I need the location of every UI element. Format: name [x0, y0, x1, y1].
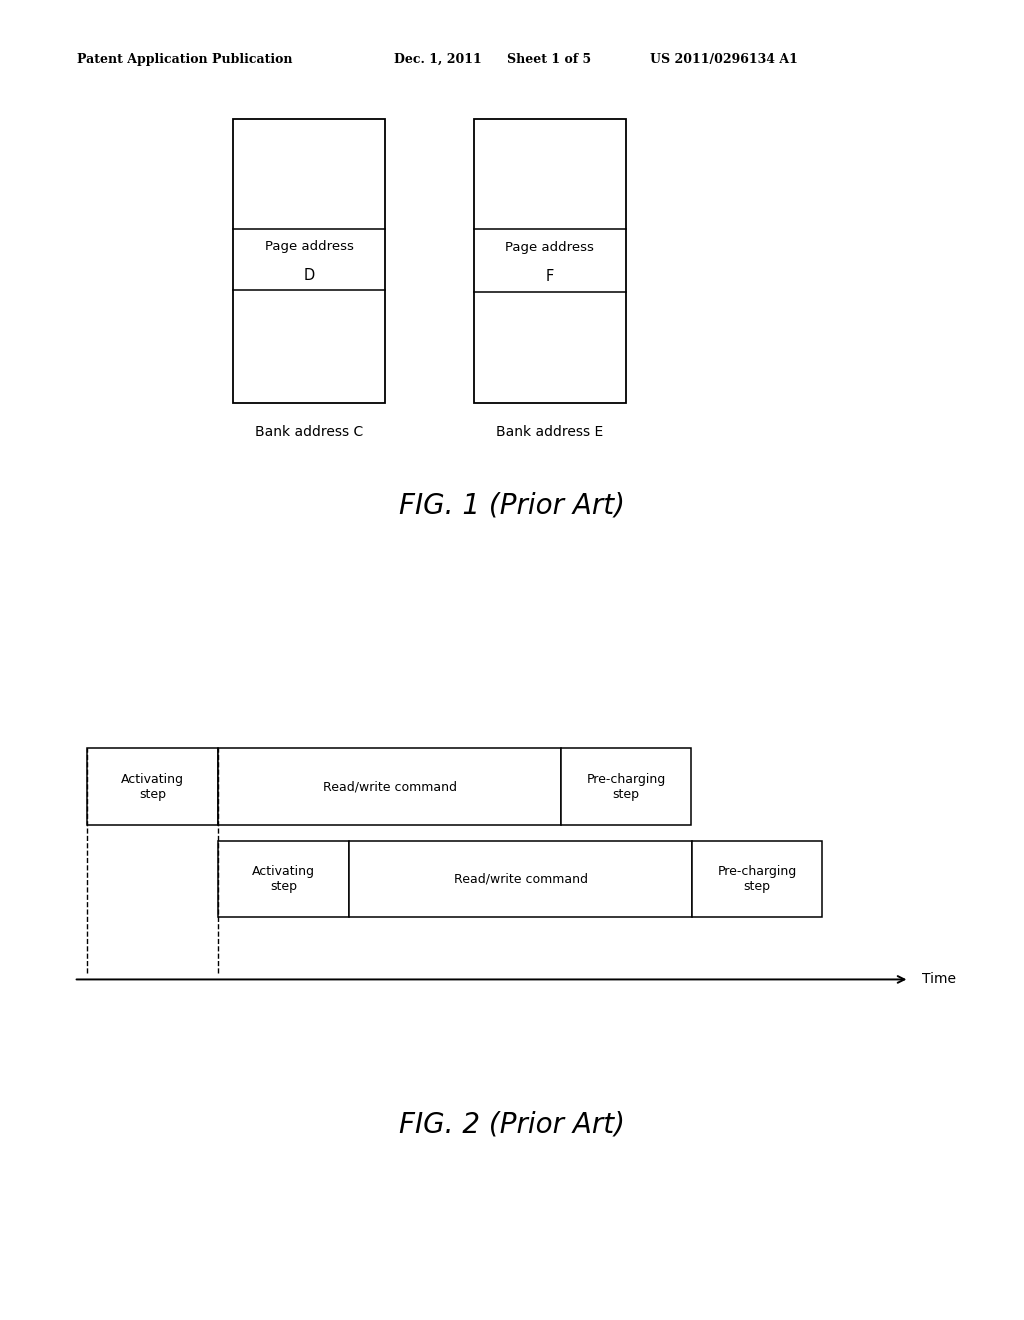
- Bar: [218, 841, 349, 917]
- Text: D: D: [304, 268, 314, 284]
- Text: Pre-charging
step: Pre-charging step: [587, 772, 666, 801]
- Text: Read/write command: Read/write command: [454, 873, 588, 886]
- Text: Pre-charging
step: Pre-charging step: [718, 865, 797, 894]
- Text: US 2011/0296134 A1: US 2011/0296134 A1: [650, 53, 798, 66]
- Bar: [233, 119, 385, 403]
- Text: Activating
step: Activating step: [252, 865, 315, 894]
- Text: Time: Time: [922, 973, 955, 986]
- Text: F: F: [546, 269, 554, 284]
- Bar: [474, 119, 626, 403]
- Text: Page address: Page address: [265, 240, 353, 253]
- Bar: [561, 748, 691, 825]
- Text: Sheet 1 of 5: Sheet 1 of 5: [507, 53, 591, 66]
- Text: Read/write command: Read/write command: [323, 780, 457, 793]
- Text: Patent Application Publication: Patent Application Publication: [77, 53, 292, 66]
- Text: Activating
step: Activating step: [121, 772, 184, 801]
- Text: Bank address C: Bank address C: [255, 425, 364, 438]
- Bar: [87, 748, 218, 825]
- Text: FIG. 1 (Prior Art): FIG. 1 (Prior Art): [399, 491, 625, 520]
- Bar: [692, 841, 822, 917]
- Bar: [218, 748, 561, 825]
- Text: Page address: Page address: [506, 242, 594, 253]
- Text: Bank address E: Bank address E: [497, 425, 603, 438]
- Bar: [349, 841, 692, 917]
- Text: FIG. 2 (Prior Art): FIG. 2 (Prior Art): [399, 1110, 625, 1139]
- Text: Dec. 1, 2011: Dec. 1, 2011: [394, 53, 482, 66]
